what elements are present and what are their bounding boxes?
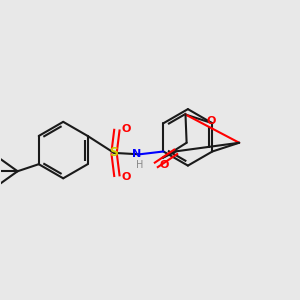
Text: H: H: [136, 160, 143, 170]
Text: N: N: [132, 149, 141, 159]
Text: O: O: [121, 124, 130, 134]
Text: O: O: [121, 172, 130, 182]
Text: O: O: [160, 160, 169, 170]
Text: O: O: [206, 116, 216, 126]
Text: S: S: [110, 146, 118, 159]
